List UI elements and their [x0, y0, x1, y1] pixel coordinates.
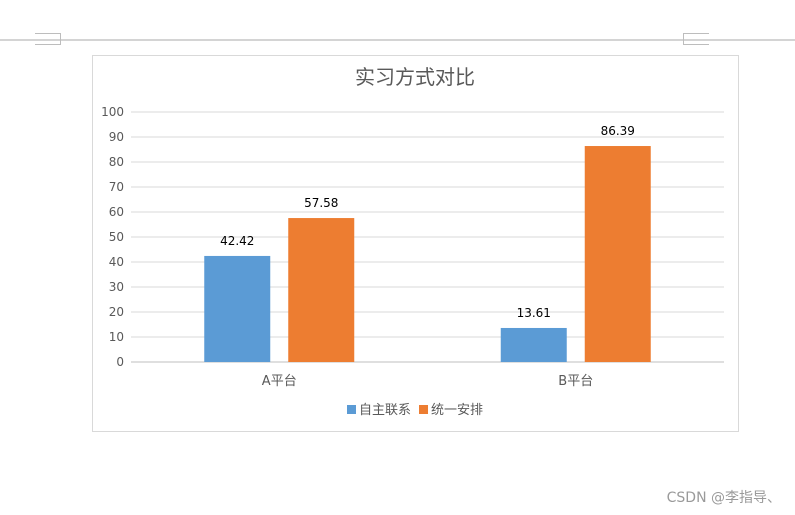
bar: [500, 327, 567, 362]
left-crop-mark-icon: [35, 33, 61, 45]
watermark: CSDN @李指导、: [666, 490, 781, 506]
bar: [288, 218, 355, 362]
document-page-rule: [0, 39, 795, 41]
y-tick-label: 80: [109, 155, 124, 169]
y-axis-ticks: 0 10 20 30 40 50 60 70 80 90 100: [101, 105, 124, 369]
data-label: 42.42: [220, 234, 254, 248]
legend-swatch: [347, 405, 356, 414]
y-tick-label: 50: [109, 230, 124, 244]
x-axis-ticks: A平台 B平台: [262, 374, 593, 389]
right-crop-mark-icon: [683, 33, 709, 45]
y-tick-label: 90: [109, 130, 124, 144]
bar: [204, 255, 271, 362]
y-tick-label: 10: [109, 330, 124, 344]
data-label: 13.61: [517, 306, 551, 320]
y-tick-label: 100: [101, 105, 124, 119]
data-label: 86.39: [601, 124, 635, 138]
bar: [584, 146, 651, 362]
x-tick-label: A平台: [262, 374, 297, 389]
x-tick-label: B平台: [558, 374, 593, 389]
legend-swatch: [419, 405, 429, 414]
legend-label: 自主联系: [359, 403, 411, 418]
y-tick-label: 0: [116, 355, 124, 369]
bars: [204, 146, 651, 362]
y-tick-label: 60: [109, 205, 124, 219]
y-tick-label: 20: [109, 305, 124, 319]
legend-label: 统一安排: [431, 403, 483, 418]
y-tick-label: 30: [109, 280, 124, 294]
y-tick-label: 40: [109, 255, 124, 269]
data-label: 57.58: [304, 196, 338, 210]
chart-title: 实习方式对比: [355, 65, 475, 89]
y-tick-label: 70: [109, 180, 124, 194]
data-labels: 42.42 57.58 13.61 86.39: [220, 124, 635, 320]
legend: 自主联系 统一安排: [347, 403, 483, 418]
